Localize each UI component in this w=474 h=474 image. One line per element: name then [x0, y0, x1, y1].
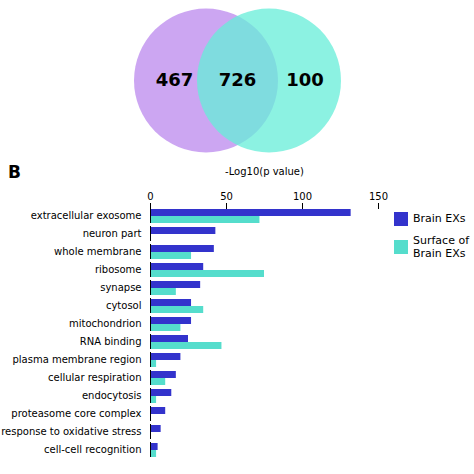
svg-text:synapse: synapse: [100, 282, 141, 293]
svg-text:proteasome core complex: proteasome core complex: [11, 408, 141, 419]
svg-text:neuron part: neuron part: [83, 228, 142, 239]
svg-text:cellular respiration: cellular respiration: [48, 372, 142, 383]
svg-text:cytosol: cytosol: [106, 300, 142, 311]
svg-text:726: 726: [219, 69, 257, 90]
svg-text:0: 0: [147, 191, 153, 202]
svg-text:ribosome: ribosome: [95, 264, 142, 275]
svg-text:50: 50: [220, 191, 233, 202]
svg-text:plasma membrane region: plasma membrane region: [12, 354, 141, 365]
svg-text:response to oxidative stress: response to oxidative stress: [1, 426, 141, 437]
html-text:Brain EXs: Brain EXs: [413, 212, 466, 226]
svg-text:extracellular exosome: extracellular exosome: [31, 210, 142, 221]
svg-text:150: 150: [369, 191, 388, 202]
html-text:B: B: [8, 162, 21, 182]
svg-text:RNA binding: RNA binding: [80, 336, 142, 347]
svg-text:100: 100: [293, 191, 312, 202]
svg-text:cell-cell recognition: cell-cell recognition: [44, 444, 141, 455]
svg-text:100: 100: [286, 69, 324, 90]
svg-text:467: 467: [156, 69, 194, 90]
html-text:Surface of Brain EXs: Surface of Brain EXs: [413, 234, 469, 261]
svg-text:endocytosis: endocytosis: [82, 390, 142, 401]
svg-text:whole membrane: whole membrane: [54, 246, 141, 257]
svg-text:mitochondrion: mitochondrion: [69, 318, 142, 329]
svg-text:-Log10(p value): -Log10(p value): [225, 166, 304, 177]
